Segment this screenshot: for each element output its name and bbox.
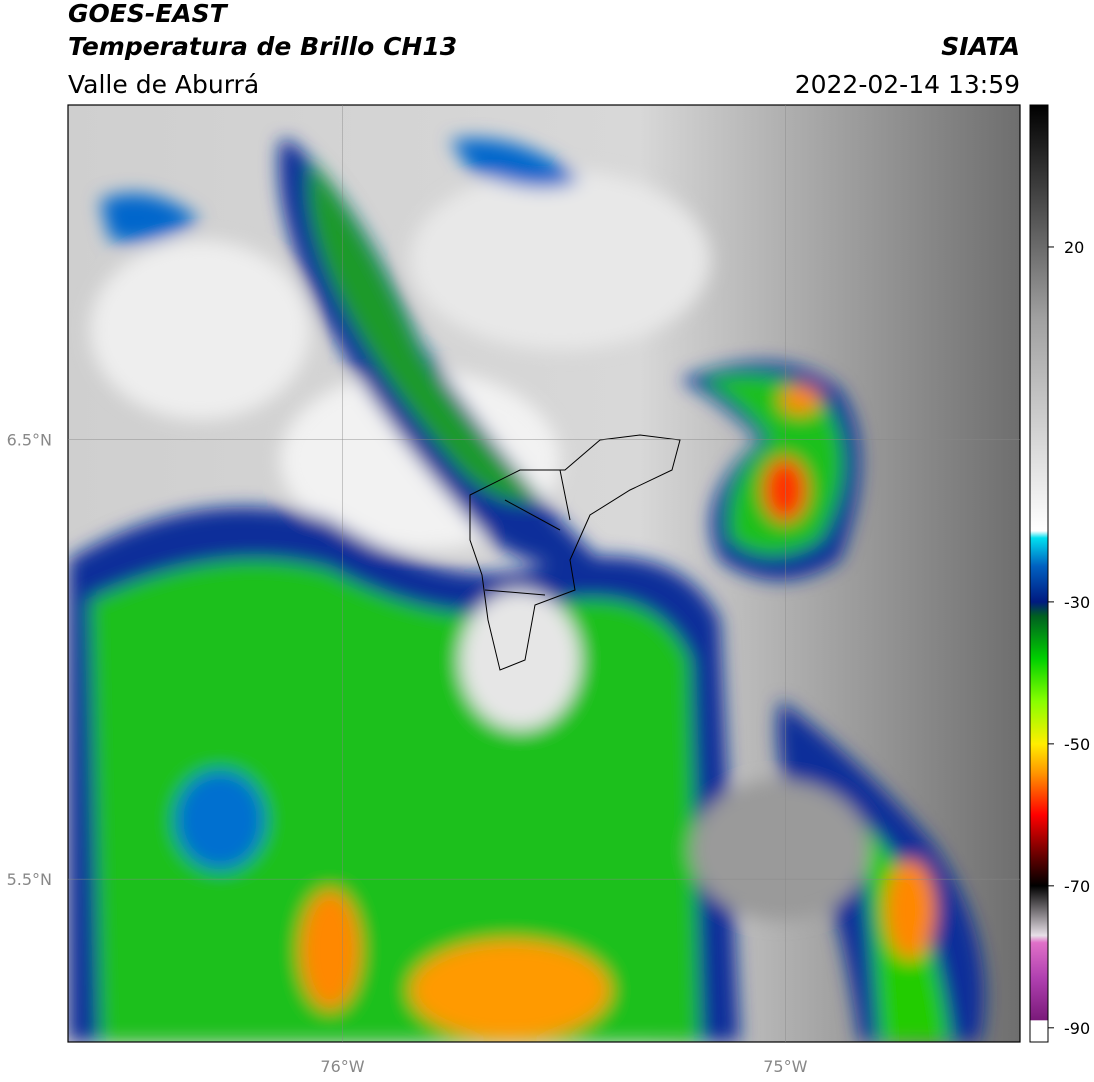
- colorbar-tick-label: 20: [1064, 238, 1084, 257]
- colorbar-tick-label: -90: [1064, 1019, 1090, 1038]
- source: SIATA: [941, 32, 1020, 61]
- map-frame: [67, 104, 1021, 1043]
- colorbar: 20 -30 -50 -70 -90: [1029, 104, 1090, 1043]
- x-tick-label: 76°W: [320, 1057, 364, 1076]
- y-tick-label: 5.5°N: [7, 870, 52, 889]
- subtitle: Temperatura de Brillo CH13: [68, 32, 457, 61]
- colorbar-tick-label: -30: [1064, 593, 1090, 612]
- datetime: 2022-02-14 13:59: [795, 70, 1020, 99]
- title: GOES-EAST: [68, 0, 229, 28]
- y-tick-label: 6.5°N: [7, 430, 52, 449]
- region: Valle de Aburrá: [68, 70, 259, 99]
- colorbar-tick-label: -70: [1064, 877, 1090, 896]
- colorbar-bar: [1029, 104, 1049, 1043]
- colorbar-tick-label: -50: [1064, 735, 1090, 754]
- x-tick-label: 75°W: [763, 1057, 807, 1076]
- satellite-image: [68, 105, 1020, 1042]
